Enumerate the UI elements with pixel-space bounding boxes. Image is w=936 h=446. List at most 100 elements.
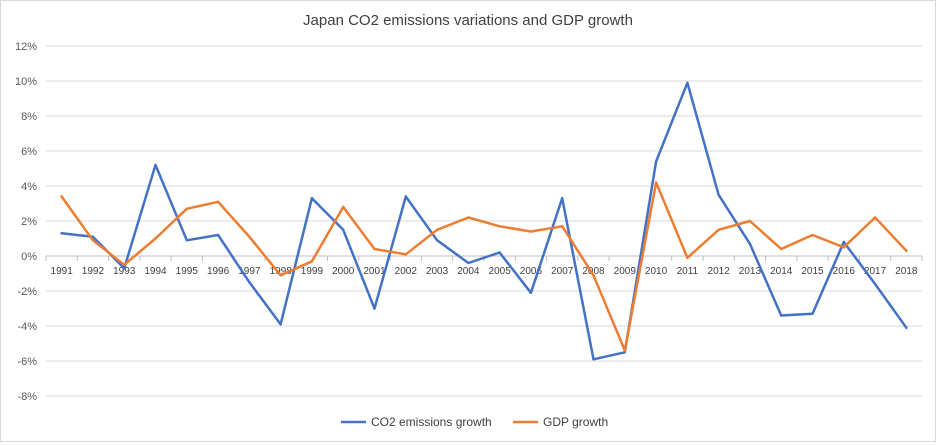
y-tick-label: 6% xyxy=(21,146,37,158)
data-point xyxy=(91,239,95,242)
data-point xyxy=(91,235,95,238)
y-tick-label: 2% xyxy=(21,216,37,228)
x-tick-label: 1998 xyxy=(270,266,293,277)
x-tick-label: 2016 xyxy=(833,266,856,277)
x-tick-label: 2002 xyxy=(395,266,418,277)
x-tick-label: 2009 xyxy=(614,266,637,277)
data-point xyxy=(467,216,470,219)
data-point xyxy=(592,274,595,277)
data-point xyxy=(279,274,282,277)
data-point xyxy=(561,197,564,200)
x-tick-label: 2011 xyxy=(677,266,699,277)
y-tick-label: 4% xyxy=(21,181,37,193)
data-point xyxy=(248,235,251,238)
legend: CO2 emissions growth GDP growth xyxy=(341,415,608,429)
legend-label: GDP growth xyxy=(543,415,608,429)
data-point xyxy=(811,233,814,237)
x-tick-label: 1992 xyxy=(82,266,105,277)
data-point xyxy=(654,160,658,163)
data-point xyxy=(780,247,783,251)
data-point xyxy=(748,219,752,223)
x-tick-label: 2018 xyxy=(895,266,918,277)
series-line-gdp xyxy=(60,181,908,352)
data-point xyxy=(60,195,63,198)
series-line-co2 xyxy=(60,81,908,361)
series-lines xyxy=(60,81,908,361)
y-axis-tick-labels: -8% -6% -4% -2% 0% 2% 4% 6% 8% 10% 12% xyxy=(15,41,37,403)
data-point xyxy=(123,267,126,270)
data-point xyxy=(780,314,783,317)
data-point xyxy=(717,193,720,196)
x-tick-label: 2003 xyxy=(426,266,449,277)
data-point xyxy=(342,228,345,231)
x-tick-label: 2005 xyxy=(489,266,512,277)
y-tick-label: -4% xyxy=(17,321,37,333)
x-tick-label: 2001 xyxy=(363,266,386,277)
x-tick-label: 1997 xyxy=(238,266,261,277)
x-tick-label: 1994 xyxy=(144,266,167,277)
data-point xyxy=(905,326,908,329)
x-tick-label: 2004 xyxy=(457,266,480,277)
data-point xyxy=(686,256,689,259)
x-tick-label: 2013 xyxy=(739,266,762,277)
data-point xyxy=(467,261,470,265)
data-point xyxy=(811,312,814,315)
data-point xyxy=(60,232,63,235)
x-tick-label: 2008 xyxy=(582,266,605,277)
data-point xyxy=(373,247,376,251)
x-tick-label: 1996 xyxy=(207,266,230,277)
data-point xyxy=(279,323,282,326)
data-point xyxy=(310,260,314,263)
data-point xyxy=(686,81,689,84)
x-tick-label: 2017 xyxy=(864,266,887,277)
data-point xyxy=(498,225,501,228)
data-point xyxy=(404,253,407,256)
data-point xyxy=(498,251,501,254)
x-tick-label: 2014 xyxy=(770,266,793,277)
data-point xyxy=(623,351,626,354)
data-point xyxy=(154,237,157,240)
x-tick-label: 1993 xyxy=(113,266,136,277)
data-point xyxy=(185,239,188,242)
x-tick-label: 1995 xyxy=(176,266,199,277)
data-point xyxy=(216,233,220,237)
data-point xyxy=(717,228,720,231)
data-point xyxy=(561,225,564,228)
data-point xyxy=(842,246,845,249)
data-point xyxy=(529,230,533,233)
y-tick-label: -6% xyxy=(17,356,37,368)
x-tick-label: 1999 xyxy=(301,266,324,277)
data-point xyxy=(435,239,439,242)
data-point xyxy=(905,249,908,252)
x-tick-label: 2012 xyxy=(708,266,731,277)
data-point xyxy=(654,181,658,184)
data-point xyxy=(342,205,345,209)
y-tick-label: 8% xyxy=(21,111,37,123)
data-point xyxy=(592,358,595,361)
x-tick-label: 2006 xyxy=(520,266,543,277)
data-point xyxy=(748,242,752,245)
x-tick-label: 2007 xyxy=(551,266,574,277)
data-point xyxy=(248,281,251,284)
x-tick-label: 2000 xyxy=(332,266,355,277)
data-point xyxy=(185,207,188,210)
data-point xyxy=(310,197,314,200)
data-point xyxy=(873,282,877,286)
x-tick-label: 2010 xyxy=(645,266,668,277)
y-tick-label: 0% xyxy=(21,251,37,263)
x-axis-tick-labels: 1991 1992 1993 1994 1995 1996 1997 1998 1999 2000… xyxy=(51,266,918,277)
chart-title: Japan CO2 emissions variations and GDP g… xyxy=(303,12,633,29)
y-tick-label: 12% xyxy=(15,41,37,53)
y-tick-label: -2% xyxy=(17,286,37,298)
data-point xyxy=(435,228,439,231)
data-point xyxy=(154,163,157,167)
y-tick-label: 10% xyxy=(15,76,37,88)
data-point xyxy=(123,263,126,266)
x-tick-label: 1991 xyxy=(51,266,74,277)
legend-label: CO2 emissions growth xyxy=(371,415,492,429)
x-tick-label: 2015 xyxy=(801,266,824,277)
data-point xyxy=(623,349,626,352)
data-point xyxy=(873,216,877,219)
